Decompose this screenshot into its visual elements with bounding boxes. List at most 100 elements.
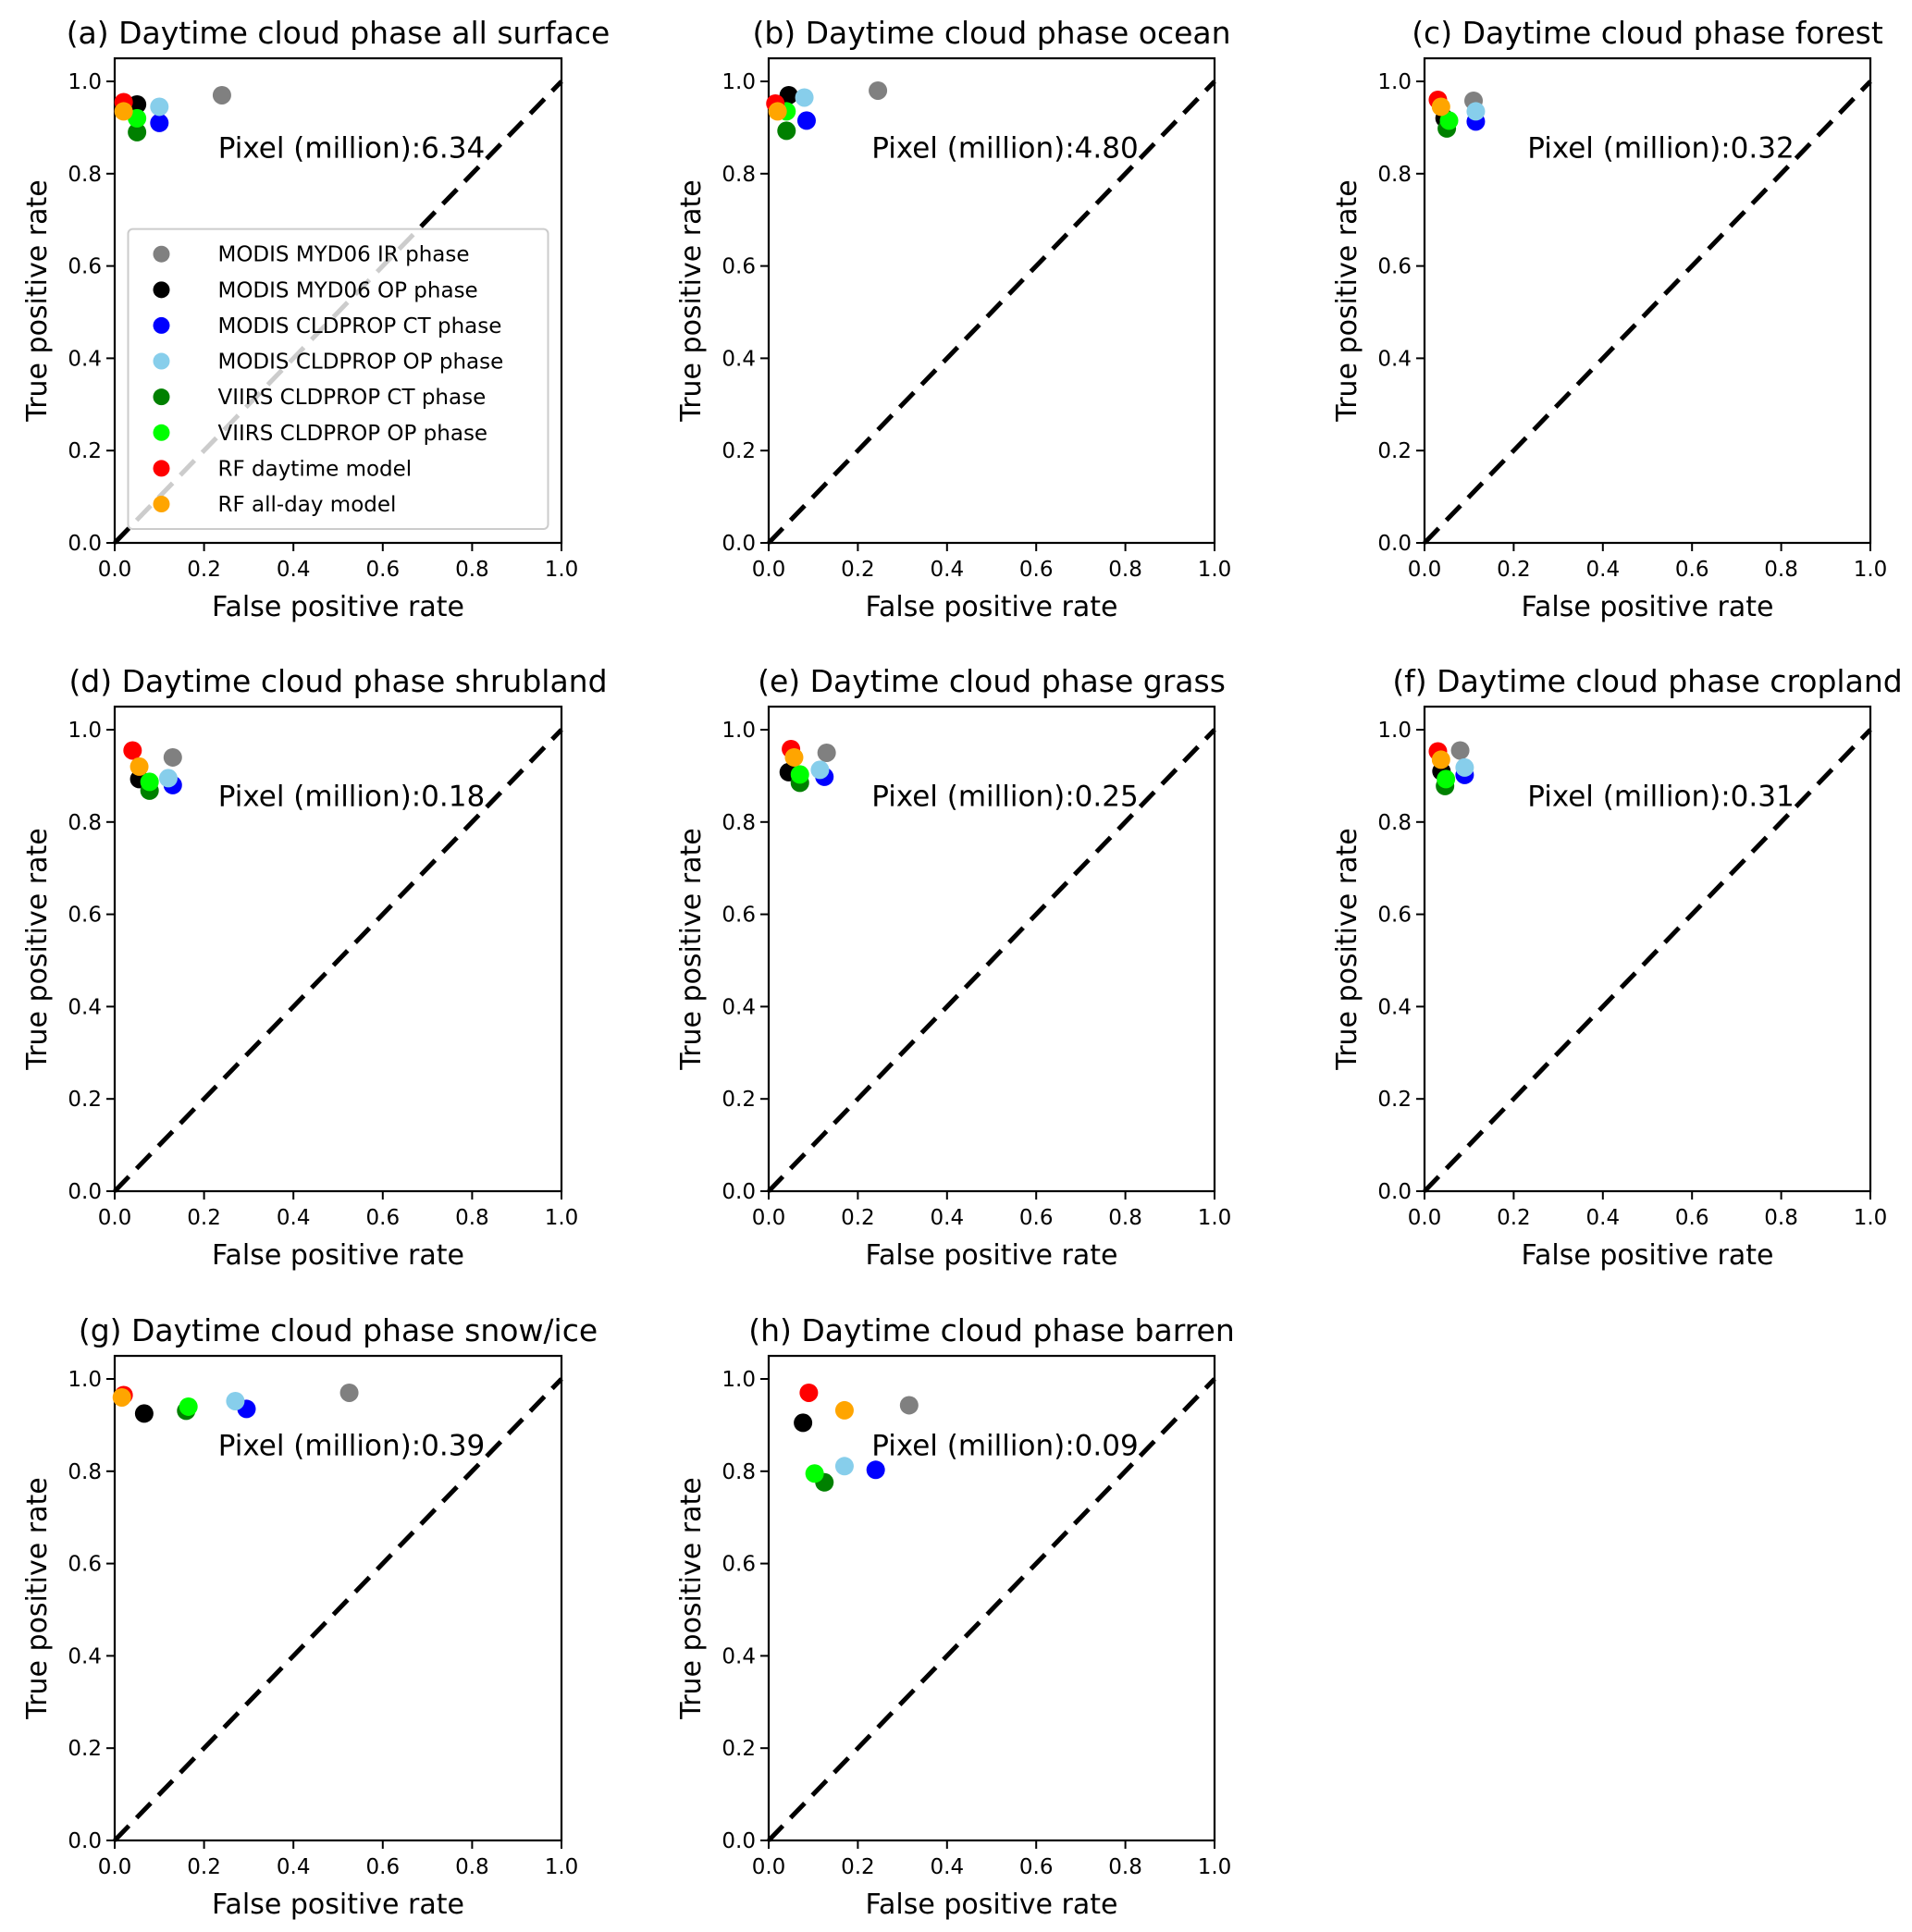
y-tick-label: 0.4 bbox=[68, 995, 102, 1019]
x-tick-label: 0.2 bbox=[187, 558, 221, 582]
legend-label: MODIS MYD06 OP phase bbox=[217, 278, 477, 302]
x-tick-label: 1.0 bbox=[1198, 1206, 1232, 1230]
x-tick-label: 0.0 bbox=[98, 1206, 132, 1230]
panel-title: (d) Daytime cloud phase shrubland bbox=[68, 663, 607, 699]
panel-title: (h) Daytime cloud phase barren bbox=[748, 1312, 1235, 1348]
y-tick-label: 0.2 bbox=[1377, 1088, 1412, 1112]
reference-diagonal-line bbox=[1423, 80, 1872, 545]
y-axis-label: True positive rate bbox=[1331, 828, 1363, 1070]
data-point-modis-myd06-ir-phase bbox=[163, 747, 182, 767]
data-point-viirs-cldprop-ct-phase bbox=[777, 121, 796, 141]
x-tick-label: 1.0 bbox=[545, 1855, 579, 1879]
y-tick-label: 0.0 bbox=[1377, 1180, 1412, 1204]
x-tick-label: 0.6 bbox=[1019, 1206, 1054, 1230]
data-point-rf-all-day-model bbox=[784, 747, 804, 767]
data-point-modis-myd06-ir-phase bbox=[339, 1383, 359, 1402]
data-point-viirs-cldprop-op-phase bbox=[140, 772, 159, 792]
x-tick-label: 1.0 bbox=[545, 558, 579, 582]
x-tick-label: 0.2 bbox=[187, 1855, 221, 1879]
y-tick-label: 0.6 bbox=[1377, 904, 1412, 928]
y-tick-label: 1.0 bbox=[68, 70, 102, 94]
axes-frame bbox=[113, 1354, 563, 1842]
x-axis-label: False positive rate bbox=[866, 591, 1118, 623]
panel-c: (c) Daytime cloud phase forest 0.0 0.2 0.4 0… bbox=[1331, 15, 1887, 623]
x-tick-label: 0.2 bbox=[841, 1206, 875, 1230]
data-point-modis-cldprop-op-phase bbox=[834, 1457, 854, 1476]
x-tick-label: 1.0 bbox=[1854, 558, 1888, 582]
x-tick-label: 0.8 bbox=[455, 1855, 489, 1879]
y-axis-label: True positive rate bbox=[675, 179, 708, 422]
data-point-viirs-cldprop-op-phase bbox=[1437, 769, 1456, 789]
x-tick-label: 0.0 bbox=[752, 558, 786, 582]
y-tick-label: 0.2 bbox=[68, 1088, 102, 1112]
data-point-modis-cldprop-ct-phase bbox=[150, 113, 169, 132]
panel-title: (b) Daytime cloud phase ocean bbox=[752, 15, 1230, 51]
x-tick-label: 0.0 bbox=[752, 1855, 786, 1879]
y-tick-label: 0.0 bbox=[68, 532, 102, 556]
pixel-count-annotation: Pixel (million):4.80 bbox=[871, 131, 1138, 165]
y-tick-label: 1.0 bbox=[722, 1368, 756, 1392]
panel-b: (b) Daytime cloud phase ocean 0.0 0.2 0.4 0.… bbox=[675, 15, 1231, 623]
y-tick-label: 0.8 bbox=[722, 811, 756, 835]
data-point-rf-daytime-model bbox=[799, 1383, 819, 1402]
legend-label: MODIS CLDPROP OP phase bbox=[217, 351, 503, 375]
y-tick-label: 0.8 bbox=[68, 163, 102, 187]
y-tick-label: 1.0 bbox=[1377, 70, 1412, 94]
x-tick-label: 0.4 bbox=[931, 1855, 965, 1879]
y-tick-label: 0.6 bbox=[722, 1553, 756, 1577]
x-tick-label: 0.2 bbox=[841, 1855, 875, 1879]
x-axis-label: False positive rate bbox=[1522, 591, 1774, 623]
legend-marker bbox=[153, 424, 170, 441]
pixel-count-annotation: Pixel (million):0.32 bbox=[1527, 131, 1794, 165]
y-tick-label: 0.4 bbox=[68, 347, 102, 371]
legend-frame bbox=[127, 228, 549, 531]
y-axis-label: True positive rate bbox=[21, 179, 54, 422]
x-tick-label: 0.2 bbox=[1497, 558, 1531, 582]
y-tick-label: 0.2 bbox=[68, 1737, 102, 1761]
pixel-count-annotation: Pixel (million):6.34 bbox=[218, 131, 485, 165]
data-point-rf-all-day-model bbox=[768, 102, 787, 121]
panel-e: (e) Daytime cloud phase grass 0.0 0.2 0.4 0.… bbox=[675, 663, 1231, 1272]
y-tick-label: 0.6 bbox=[1377, 255, 1412, 279]
legend-label: RF all-day model bbox=[217, 493, 396, 517]
panel-title: (c) Daytime cloud phase forest bbox=[1412, 15, 1883, 51]
y-tick-label: 0.2 bbox=[68, 439, 102, 463]
y-axis-label: True positive rate bbox=[21, 828, 54, 1070]
pixel-count-annotation: Pixel (million):0.31 bbox=[1527, 780, 1794, 813]
legend-marker bbox=[153, 316, 170, 334]
x-tick-label: 1.0 bbox=[1198, 1855, 1232, 1879]
reference-diagonal-line bbox=[113, 1377, 563, 1842]
x-tick-label: 0.8 bbox=[455, 558, 489, 582]
legend-marker bbox=[153, 245, 170, 263]
data-point-modis-cldprop-op-phase bbox=[226, 1391, 245, 1410]
x-tick-label: 0.6 bbox=[366, 1206, 401, 1230]
y-axis-label: True positive rate bbox=[21, 1477, 54, 1719]
data-point-modis-cldprop-op-phase bbox=[150, 97, 169, 117]
panel-f: (f) Daytime cloud phase cropland 0.0 0.2 0.… bbox=[1331, 663, 1903, 1272]
x-tick-label: 0.4 bbox=[931, 1206, 965, 1230]
reference-diagonal-line bbox=[767, 1377, 1216, 1842]
data-point-modis-myd06-ir-phase bbox=[1450, 741, 1470, 760]
reference-diagonal-line bbox=[113, 728, 563, 1193]
y-tick-label: 0.8 bbox=[68, 811, 102, 835]
legend-marker bbox=[153, 352, 170, 370]
x-tick-label: 0.2 bbox=[841, 558, 875, 582]
x-tick-label: 0.4 bbox=[277, 1206, 311, 1230]
legend-label: VIIRS CLDPROP OP phase bbox=[217, 422, 487, 446]
pixel-count-annotation: Pixel (million):0.18 bbox=[218, 780, 485, 813]
x-tick-label: 1.0 bbox=[1198, 558, 1232, 582]
x-tick-label: 0.0 bbox=[98, 558, 132, 582]
y-tick-label: 0.6 bbox=[68, 1553, 102, 1577]
data-point-modis-cldprop-op-phase bbox=[1455, 757, 1474, 777]
axes-frame bbox=[113, 56, 563, 545]
data-point-modis-myd06-ir-phase bbox=[869, 80, 888, 100]
y-tick-label: 1.0 bbox=[722, 719, 756, 743]
x-tick-label: 1.0 bbox=[1854, 1206, 1888, 1230]
y-tick-label: 0.6 bbox=[68, 904, 102, 928]
axes-frame bbox=[767, 1354, 1216, 1842]
y-tick-label: 0.2 bbox=[722, 1737, 756, 1761]
x-axis-label: False positive rate bbox=[1522, 1239, 1774, 1272]
data-point-modis-cldprop-op-phase bbox=[810, 760, 830, 780]
y-tick-label: 0.6 bbox=[722, 255, 756, 279]
